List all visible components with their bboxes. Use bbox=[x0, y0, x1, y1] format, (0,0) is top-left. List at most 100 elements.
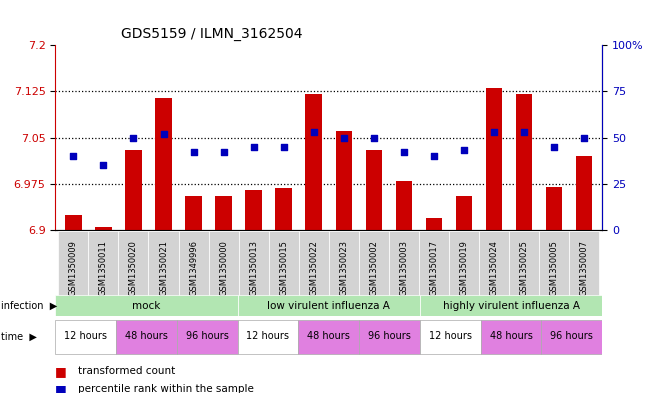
Point bbox=[218, 149, 229, 156]
Bar bbox=[359, 320, 420, 354]
Point bbox=[519, 129, 529, 135]
Text: 12 hours: 12 hours bbox=[429, 331, 472, 341]
Bar bbox=[389, 231, 419, 296]
Text: GSM1350024: GSM1350024 bbox=[490, 240, 499, 296]
Bar bbox=[359, 231, 389, 296]
Text: GSM1350005: GSM1350005 bbox=[549, 240, 559, 296]
Text: GSM1350023: GSM1350023 bbox=[339, 240, 348, 296]
Point bbox=[579, 134, 589, 141]
Bar bbox=[305, 94, 322, 230]
Point bbox=[249, 143, 259, 150]
Text: percentile rank within the sample: percentile rank within the sample bbox=[78, 384, 254, 393]
Text: GSM1350002: GSM1350002 bbox=[369, 240, 378, 296]
Bar bbox=[155, 97, 172, 230]
Point bbox=[549, 143, 559, 150]
Bar bbox=[539, 231, 569, 296]
Text: GSM1350007: GSM1350007 bbox=[579, 240, 589, 296]
Text: time  ▶: time ▶ bbox=[1, 332, 37, 342]
Point bbox=[188, 149, 199, 156]
Bar bbox=[299, 231, 329, 296]
Bar bbox=[125, 150, 142, 230]
Bar bbox=[238, 320, 298, 354]
Text: 96 hours: 96 hours bbox=[186, 331, 229, 341]
Bar bbox=[329, 231, 359, 296]
Bar bbox=[118, 231, 148, 296]
Bar bbox=[148, 231, 178, 296]
Point bbox=[368, 134, 379, 141]
Bar bbox=[65, 215, 81, 230]
Bar bbox=[366, 150, 382, 230]
Bar bbox=[269, 231, 299, 296]
Text: low virulent influenza A: low virulent influenza A bbox=[268, 301, 390, 310]
Text: 48 hours: 48 hours bbox=[490, 331, 533, 341]
Bar bbox=[546, 187, 562, 230]
Bar bbox=[55, 320, 116, 354]
Text: GSM1350017: GSM1350017 bbox=[430, 240, 438, 296]
Bar bbox=[509, 231, 539, 296]
Text: 48 hours: 48 hours bbox=[125, 331, 168, 341]
Bar bbox=[576, 156, 592, 230]
Point bbox=[68, 153, 79, 159]
Bar bbox=[89, 231, 118, 296]
Text: 96 hours: 96 hours bbox=[550, 331, 593, 341]
Bar bbox=[186, 196, 202, 230]
Text: GSM1350025: GSM1350025 bbox=[519, 240, 529, 296]
Text: GSM1350009: GSM1350009 bbox=[69, 240, 78, 296]
Text: highly virulent influenza A: highly virulent influenza A bbox=[443, 301, 579, 310]
Bar bbox=[59, 231, 89, 296]
Point bbox=[398, 149, 409, 156]
Bar bbox=[396, 181, 412, 230]
Bar bbox=[116, 320, 177, 354]
Bar bbox=[238, 295, 420, 316]
Bar bbox=[486, 88, 503, 230]
Text: 96 hours: 96 hours bbox=[368, 331, 411, 341]
Point bbox=[98, 162, 109, 168]
Point bbox=[429, 153, 439, 159]
Text: GSM1350022: GSM1350022 bbox=[309, 240, 318, 296]
Bar bbox=[239, 231, 269, 296]
Bar bbox=[479, 231, 509, 296]
Bar bbox=[55, 295, 238, 316]
Bar bbox=[245, 190, 262, 230]
Bar bbox=[516, 94, 533, 230]
Text: 12 hours: 12 hours bbox=[64, 331, 107, 341]
Text: transformed count: transformed count bbox=[78, 366, 175, 376]
Text: GSM1349996: GSM1349996 bbox=[189, 240, 198, 296]
Text: GSM1350011: GSM1350011 bbox=[99, 240, 108, 296]
Text: GSM1350000: GSM1350000 bbox=[219, 240, 228, 296]
Bar bbox=[95, 227, 112, 230]
Bar bbox=[335, 131, 352, 230]
Text: GSM1350019: GSM1350019 bbox=[460, 240, 469, 296]
Text: mock: mock bbox=[132, 301, 161, 310]
Bar bbox=[449, 231, 479, 296]
Text: GSM1350015: GSM1350015 bbox=[279, 240, 288, 296]
Text: GDS5159 / ILMN_3162504: GDS5159 / ILMN_3162504 bbox=[121, 28, 303, 41]
Point bbox=[128, 134, 139, 141]
Bar bbox=[426, 218, 442, 230]
Bar bbox=[569, 231, 599, 296]
Text: infection  ▶: infection ▶ bbox=[1, 301, 57, 310]
Text: GSM1350020: GSM1350020 bbox=[129, 240, 138, 296]
Bar bbox=[420, 295, 602, 316]
Point bbox=[339, 134, 349, 141]
Bar bbox=[208, 231, 239, 296]
Point bbox=[309, 129, 319, 135]
Text: GSM1350021: GSM1350021 bbox=[159, 240, 168, 296]
Bar bbox=[298, 320, 359, 354]
Point bbox=[459, 147, 469, 154]
Bar bbox=[420, 320, 480, 354]
Bar bbox=[456, 196, 472, 230]
Bar bbox=[419, 231, 449, 296]
Bar bbox=[542, 320, 602, 354]
Text: 12 hours: 12 hours bbox=[247, 331, 290, 341]
Bar bbox=[178, 231, 208, 296]
Bar bbox=[275, 188, 292, 230]
Point bbox=[279, 143, 289, 150]
Bar bbox=[480, 320, 542, 354]
Bar bbox=[177, 320, 238, 354]
Text: ■: ■ bbox=[55, 382, 67, 393]
Text: ■: ■ bbox=[55, 365, 67, 378]
Point bbox=[158, 131, 169, 137]
Text: 48 hours: 48 hours bbox=[307, 331, 350, 341]
Text: GSM1350013: GSM1350013 bbox=[249, 240, 258, 296]
